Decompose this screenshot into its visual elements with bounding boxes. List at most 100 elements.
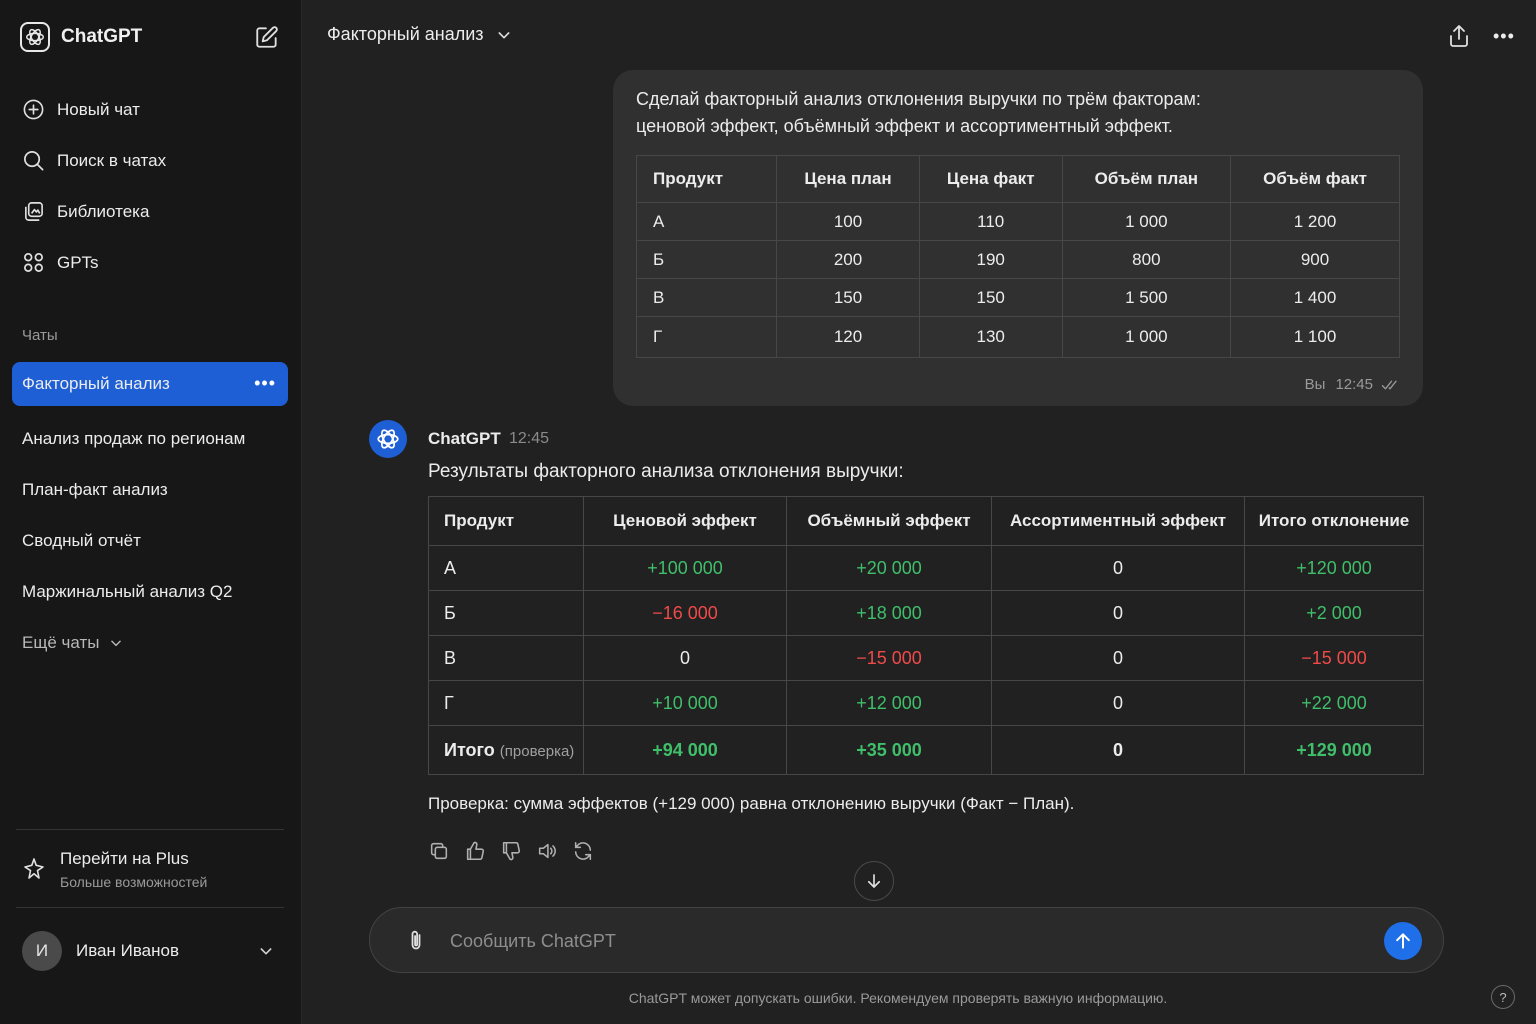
library-icon (25, 202, 43, 221)
sidebar-header: ChatGPT (20, 20, 280, 54)
table-header-cell: Цена факт (918, 155, 1063, 203)
attach-icon[interactable] (404, 928, 428, 954)
table-cell: +12 000 (786, 680, 992, 726)
sidebar-item-new-chat[interactable]: Новый чат (12, 84, 288, 135)
chevron-down-icon (111, 640, 122, 646)
chat-options-icon[interactable]: ••• (254, 373, 276, 393)
help-button[interactable]: ? (1491, 985, 1515, 1009)
copy-icon[interactable] (428, 840, 450, 862)
thumbs-up-icon[interactable] (464, 840, 486, 862)
thumbs-down-icon[interactable] (500, 840, 522, 862)
arrow-up-icon (1396, 933, 1410, 949)
table-cell: 150 (918, 278, 1063, 317)
sidebar-item-gpts[interactable]: GPTs (12, 237, 288, 288)
message-author: Вы (1304, 376, 1326, 393)
message-actions (428, 840, 608, 862)
table-cell: +35 000 (786, 725, 992, 775)
search-icon (24, 151, 44, 171)
table-cell: +100 000 (583, 545, 787, 591)
user-menu[interactable]: И Иван Иванов (22, 930, 282, 972)
bot-time: 12:45 (509, 430, 550, 447)
table-cell: +129 000 (1244, 725, 1424, 775)
table-header-cell: Объёмный эффект (786, 496, 992, 546)
table-cell: 0 (991, 680, 1245, 726)
regenerate-icon[interactable] (572, 840, 594, 862)
sidebar-item-library[interactable]: Библиотека (12, 186, 288, 237)
table-cell: 190 (918, 240, 1063, 279)
chevron-down-icon (498, 31, 510, 38)
sidebar-item-label: Поиск в чатах (57, 150, 167, 170)
chat-item[interactable]: Анализ продаж по регионам (12, 413, 288, 464)
chat-list: Факторный анализ ••• Анализ продаж по ре… (12, 362, 288, 668)
table-row: Б −16 000 +18 000 0 +2 000 (428, 590, 1424, 636)
upgrade-title: Перейти на Plus (60, 849, 189, 868)
table-cell: 120 (776, 316, 920, 358)
conversation-title-dropdown[interactable]: Факторный анализ (327, 24, 512, 45)
chat-item-active[interactable]: Факторный анализ ••• (12, 362, 288, 406)
table-cell: 1 400 (1230, 278, 1400, 317)
sidebar-nav: Новый чат Поиск в чатах Библиотека GPTs (12, 84, 288, 288)
share-icon[interactable] (1447, 23, 1471, 49)
disclaimer-text: ChatGPT может допускать ошибки. Рекоменд… (628, 990, 1168, 1006)
table-header-cell: Ассортиментный эффект (991, 496, 1245, 546)
user-message-text: Сделай факторный анализ отклонения выруч… (636, 86, 1396, 140)
table-cell: +18 000 (786, 590, 992, 636)
table-cell: −15 000 (1244, 635, 1424, 681)
table-header-cell: Цена план (776, 155, 920, 203)
avatar: И (22, 931, 62, 971)
chat-item[interactable]: Сводный отчёт (12, 515, 288, 566)
sidebar-divider (16, 907, 284, 908)
table-cell: 130 (918, 316, 1063, 358)
table-cell: Г (635, 316, 778, 358)
chat-item-label: Факторный анализ (22, 374, 170, 393)
message-time: 12:45 (1335, 376, 1373, 393)
table-header-cell: Итого отклонение (1244, 496, 1424, 546)
grid-icon (24, 253, 43, 272)
table-header-cell: Продукт (428, 496, 584, 546)
arrow-down-icon (867, 874, 881, 888)
table-cell: 1 000 (1061, 202, 1232, 241)
sidebar-item-search[interactable]: Поиск в чатах (12, 135, 288, 186)
table-row: Г 120 130 1 000 1 100 (635, 316, 1400, 358)
table-cell: Б (428, 590, 584, 636)
table-cell: А (635, 202, 778, 241)
send-button[interactable] (1384, 922, 1422, 960)
table-cell: +10 000 (583, 680, 787, 726)
message-input[interactable] (450, 926, 1370, 956)
table-header-row: Продукт Ценовой эффект Объёмный эффект А… (428, 496, 1424, 546)
table-cell: 0 (991, 590, 1245, 636)
plus-circle-icon (23, 99, 44, 120)
double-check-icon (1381, 380, 1397, 389)
table-cell: В (635, 278, 778, 317)
upgrade-subtitle: Больше возможностей (60, 874, 208, 890)
table-cell: 150 (776, 278, 920, 317)
openai-logo-icon[interactable] (20, 22, 50, 52)
sidebar-item-label: Новый чат (57, 99, 140, 119)
upgrade-plus-button[interactable]: Перейти на Plus Больше возможностей (20, 846, 280, 894)
verification-text: Проверка: сумма эффектов (+129 000) равн… (428, 794, 1075, 813)
table-row: А +100 000 +20 000 0 +120 000 (428, 545, 1424, 591)
table-cell: 0 (991, 635, 1245, 681)
table-cell: Г (428, 680, 584, 726)
table-cell: −15 000 (786, 635, 992, 681)
more-chats-toggle[interactable]: Ещё чаты (12, 617, 288, 668)
chat-item[interactable]: Маржинальный анализ Q2 (12, 566, 288, 617)
table-cell: 900 (1230, 240, 1400, 279)
chats-section-label: Чаты (22, 327, 58, 344)
chat-item-label: Сводный отчёт (22, 530, 141, 550)
table-total-row: Итого (проверка) +94 000 +35 000 0 +129 … (428, 725, 1424, 775)
conversation-title: Факторный анализ (327, 24, 484, 44)
chat-item[interactable]: План-факт анализ (12, 464, 288, 515)
sidebar: ChatGPT Новый чат Поиск в чатах Библиоте… (0, 0, 302, 1024)
table-cell: +20 000 (786, 545, 992, 591)
read-aloud-icon[interactable] (536, 840, 558, 862)
new-chat-edit-icon[interactable] (254, 24, 280, 50)
total-note: (проверка) (499, 742, 575, 760)
table-cell: 800 (1061, 240, 1232, 279)
table-row: Б 200 190 800 900 (635, 240, 1400, 279)
more-options-icon[interactable]: ••• (1493, 26, 1515, 46)
chat-item-label: Маржинальный анализ Q2 (22, 581, 233, 601)
table-cell: 1 500 (1061, 278, 1232, 317)
sparkle-icon (24, 858, 44, 879)
scroll-down-button[interactable] (854, 861, 894, 901)
